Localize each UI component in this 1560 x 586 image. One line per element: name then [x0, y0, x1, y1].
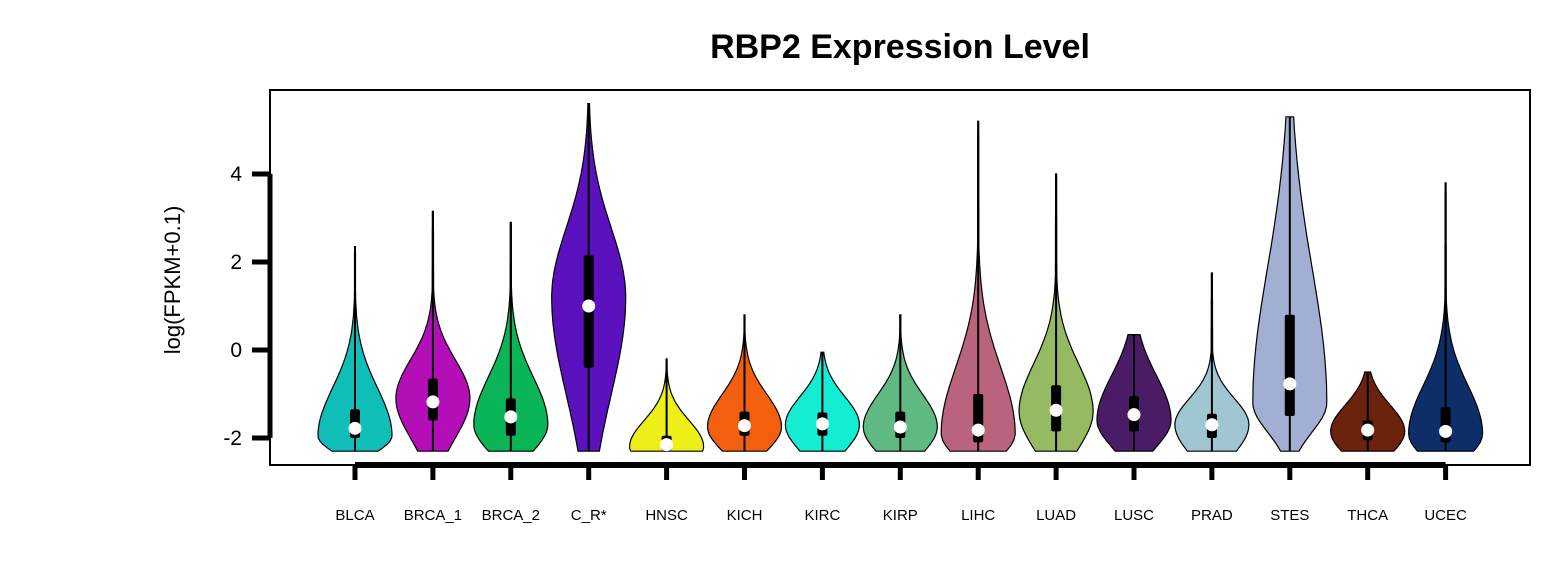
x-tick-label: KIRP — [883, 507, 918, 524]
x-tick-label: KICH — [727, 507, 763, 524]
violin-hnsc — [628, 358, 705, 452]
violin-median-dot — [1127, 408, 1141, 422]
y-tick-label: -2 — [223, 427, 242, 450]
violin-median-dot — [426, 395, 440, 409]
x-tick-label: LIHC — [961, 507, 995, 524]
violin-median-dot — [1439, 424, 1453, 438]
violin-lihc — [940, 120, 1016, 452]
x-tick-label: PRAD — [1191, 507, 1233, 524]
violin-median-dot — [348, 421, 362, 435]
x-tick-label: STES — [1270, 507, 1309, 524]
x-tick-label: UCEC — [1424, 507, 1467, 524]
violin-median-dot — [893, 420, 907, 434]
x-tick-label: LUAD — [1036, 507, 1076, 524]
chart-title: RBP2 Expression Level — [710, 28, 1090, 66]
x-tick-label: KIRC — [804, 507, 840, 524]
violin-lusc — [1096, 334, 1172, 452]
violin-brca-1 — [395, 210, 471, 452]
violin-iqr-box — [1284, 314, 1295, 416]
violin-median-dot — [971, 423, 985, 437]
y-tick-label: 4 — [230, 163, 242, 186]
violin-median-dot — [1361, 423, 1375, 437]
violin-prad — [1174, 272, 1250, 452]
violin-c-r- — [551, 103, 627, 452]
violin-median-dot — [1205, 418, 1219, 432]
violin-median-dot — [582, 299, 596, 313]
violin-group — [317, 103, 1484, 452]
x-tick-label: BRCA_2 — [482, 507, 540, 524]
x-tick-label: THCA — [1347, 507, 1388, 524]
x-tick-label: BRCA_1 — [404, 507, 462, 524]
violin-brca-2 — [473, 221, 549, 452]
violin-thca — [1330, 371, 1406, 452]
violin-blca — [317, 246, 393, 452]
violin-median-dot — [815, 417, 829, 431]
violin-median-dot — [504, 410, 518, 424]
violin-ucec — [1407, 182, 1484, 452]
violin-stes — [1252, 116, 1328, 452]
x-axis: BLCA BRCA_1 BRCA_2 C_R* HNSC KICH KIRC KIRP LIHC… — [335, 462, 1467, 524]
violin-median-dot — [1049, 403, 1063, 417]
y-tick-label: 0 — [230, 339, 242, 362]
y-axis: -2 0 2 4 — [223, 163, 273, 450]
violin-median-dot — [1283, 377, 1297, 391]
violin-kirc — [784, 351, 861, 452]
violin-kich — [706, 314, 783, 452]
y-tick-label: 2 — [230, 251, 242, 274]
violin-luad — [1018, 173, 1094, 452]
x-tick-label: C_R* — [571, 507, 607, 524]
y-axis-label: log(FPKM+0.1) — [160, 206, 185, 355]
x-tick-label: HNSC — [645, 507, 688, 524]
violin-median-dot — [660, 438, 674, 452]
x-tick-label: BLCA — [335, 507, 374, 524]
violin-kirp — [862, 314, 938, 452]
violin-median-dot — [738, 419, 751, 433]
x-tick-label: LUSC — [1114, 507, 1154, 524]
